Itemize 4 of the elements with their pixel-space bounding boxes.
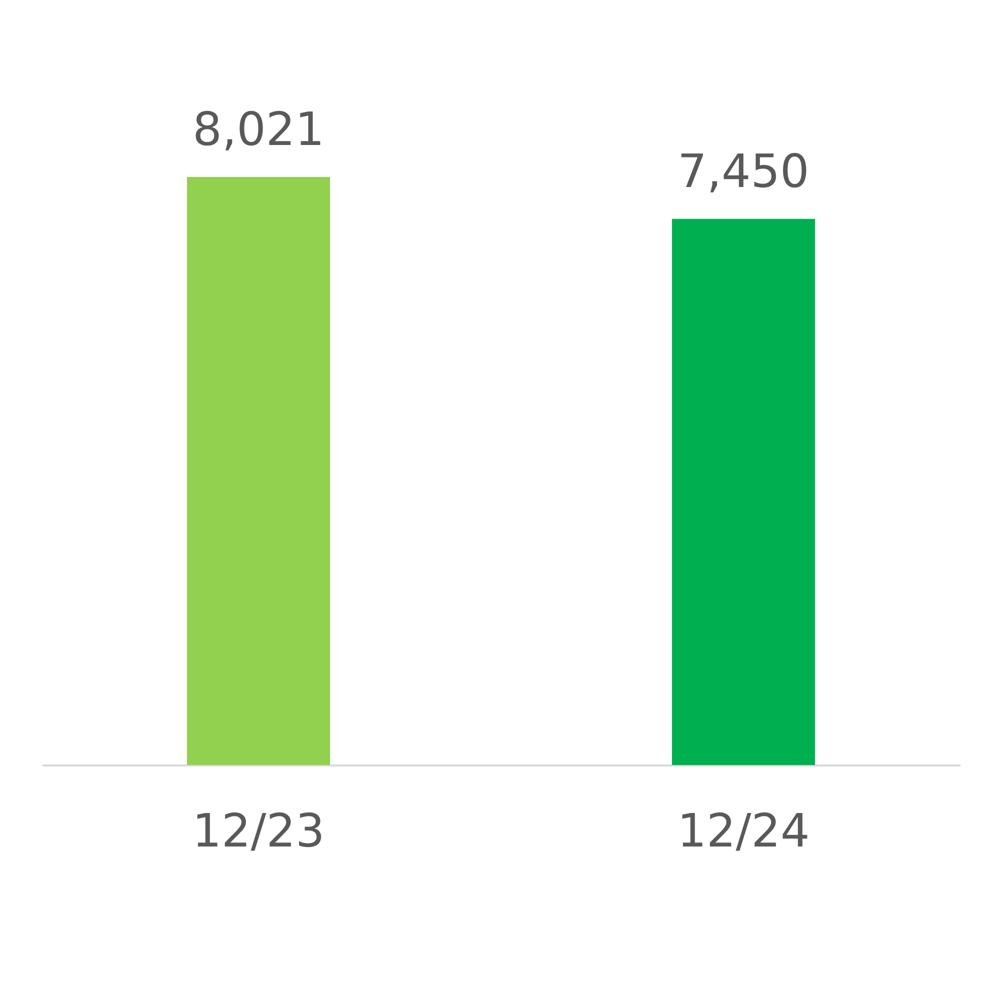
x-tick-label: 12/24 [677,804,810,858]
x-tick-label: 12/23 [192,804,325,858]
data-label: 7,450 [678,144,810,198]
data-label: 8,021 [192,102,324,156]
